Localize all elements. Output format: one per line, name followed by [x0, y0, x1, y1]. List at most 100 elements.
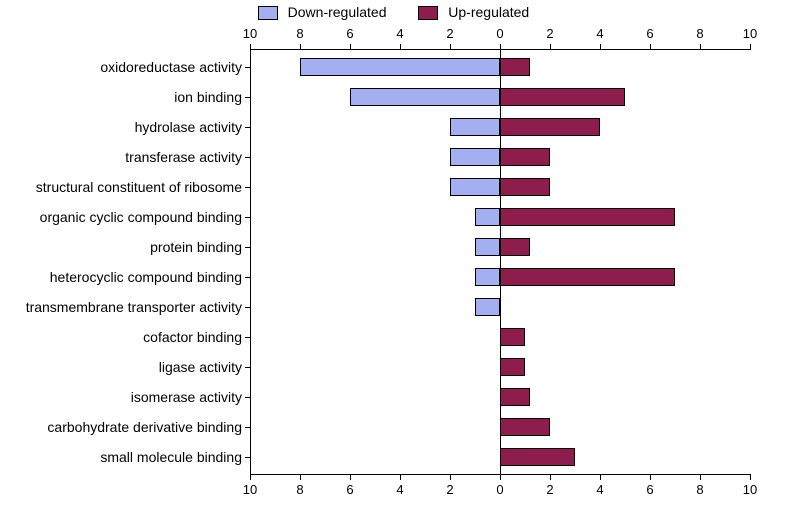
tick-mark [400, 44, 401, 50]
category-label: transferase activity [2, 142, 242, 172]
legend: Down-regulated Up-regulated [0, 4, 787, 20]
category-tick [245, 127, 250, 128]
tick-label: 8 [285, 26, 315, 41]
tick-label: 4 [385, 482, 415, 497]
table-row [250, 172, 750, 202]
category-tick [245, 67, 250, 68]
table-row [250, 262, 750, 292]
category-label: transmembrane transporter activity [2, 292, 242, 322]
category-label: isomerase activity [2, 382, 242, 412]
tick-mark [700, 44, 701, 50]
category-label: small molecule binding [2, 442, 242, 472]
table-row [250, 142, 750, 172]
category-label: oxidoreductase activity [2, 52, 242, 82]
tick-mark [750, 474, 751, 480]
bar-down [475, 208, 500, 226]
bar-up [500, 358, 525, 376]
bar-up [500, 208, 675, 226]
legend-label-down: Down-regulated [288, 4, 387, 20]
tick-mark [550, 44, 551, 50]
bar-up [500, 328, 525, 346]
tick-mark [250, 44, 251, 50]
tick-mark [650, 474, 651, 480]
bar-up [500, 118, 600, 136]
category-tick [245, 367, 250, 368]
tick-mark [500, 474, 501, 480]
tick-label: 0 [485, 26, 515, 41]
bar-up [500, 58, 530, 76]
table-row [250, 292, 750, 322]
bar-up [500, 448, 575, 466]
tick-label: 0 [485, 482, 515, 497]
tick-label: 4 [585, 482, 615, 497]
diverging-bar-chart: Down-regulated Up-regulated 101088664422… [0, 0, 787, 524]
table-row [250, 112, 750, 142]
category-label: heterocyclic compound binding [2, 262, 242, 292]
legend-item-down: Down-regulated [258, 4, 387, 20]
category-label: structural constituent of ribosome [2, 172, 242, 202]
tick-label: 2 [535, 26, 565, 41]
category-tick [245, 157, 250, 158]
category-label: hydrolase activity [2, 112, 242, 142]
legend-swatch-up [418, 6, 438, 20]
bar-up [500, 88, 625, 106]
bar-up [500, 268, 675, 286]
bar-up [500, 388, 530, 406]
tick-label: 2 [435, 26, 465, 41]
tick-mark [300, 474, 301, 480]
tick-label: 6 [335, 26, 365, 41]
plot-area: 10108866442200224466881010 [250, 50, 750, 474]
tick-mark [700, 474, 701, 480]
tick-label: 8 [685, 26, 715, 41]
legend-swatch-down [258, 6, 278, 20]
category-tick [245, 397, 250, 398]
tick-mark [350, 474, 351, 480]
bar-down [350, 88, 500, 106]
table-row [250, 202, 750, 232]
category-tick [245, 307, 250, 308]
table-row [250, 352, 750, 382]
category-label: carbohydrate derivative binding [2, 412, 242, 442]
tick-mark [750, 44, 751, 50]
tick-mark [300, 44, 301, 50]
category-label: ligase activity [2, 352, 242, 382]
bar-up [500, 178, 550, 196]
tick-label: 10 [735, 482, 765, 497]
tick-mark [250, 474, 251, 480]
table-row [250, 52, 750, 82]
tick-mark [650, 44, 651, 50]
table-row [250, 412, 750, 442]
tick-mark [600, 474, 601, 480]
category-label: cofactor binding [2, 322, 242, 352]
tick-mark [500, 44, 501, 50]
tick-mark [550, 474, 551, 480]
tick-label: 8 [685, 482, 715, 497]
tick-label: 2 [535, 482, 565, 497]
tick-label: 10 [235, 482, 265, 497]
tick-label: 10 [235, 26, 265, 41]
tick-label: 6 [335, 482, 365, 497]
tick-label: 10 [735, 26, 765, 41]
category-label: protein binding [2, 232, 242, 262]
legend-label-up: Up-regulated [448, 4, 529, 20]
tick-mark [450, 474, 451, 480]
table-row [250, 382, 750, 412]
category-label: ion binding [2, 82, 242, 112]
bar-up [500, 238, 530, 256]
table-row [250, 442, 750, 472]
tick-label: 2 [435, 482, 465, 497]
category-tick [245, 97, 250, 98]
tick-mark [350, 44, 351, 50]
category-tick [245, 337, 250, 338]
bar-down [475, 268, 500, 286]
category-tick [245, 427, 250, 428]
bar-down [475, 298, 500, 316]
category-tick [245, 187, 250, 188]
category-tick [245, 457, 250, 458]
category-tick [245, 247, 250, 248]
category-tick [245, 277, 250, 278]
category-label: organic cyclic compound binding [2, 202, 242, 232]
category-tick [245, 217, 250, 218]
tick-mark [600, 44, 601, 50]
bar-down [475, 238, 500, 256]
